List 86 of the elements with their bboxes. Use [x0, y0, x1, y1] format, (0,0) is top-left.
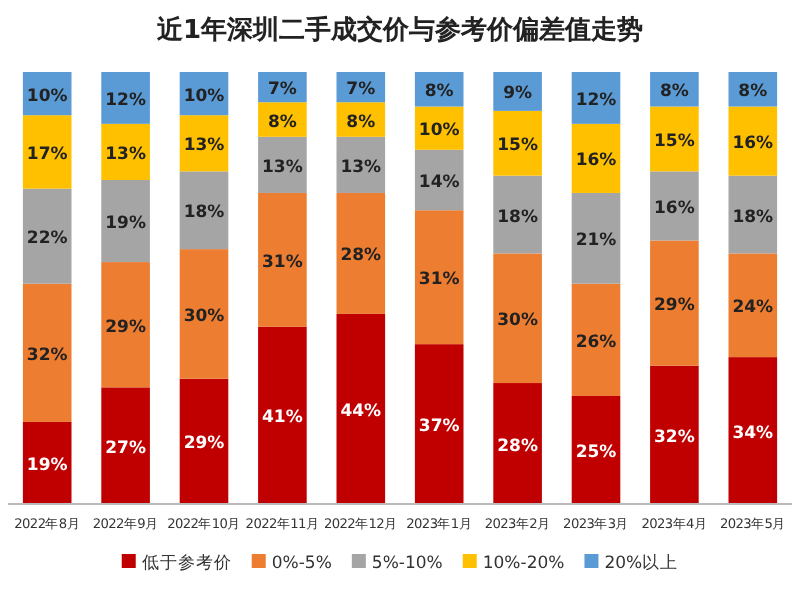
chart-title: 近1年深圳二手成交价与参考价偏差值走势: [154, 14, 644, 46]
data-label: 13%: [105, 144, 147, 165]
data-label: 37%: [418, 417, 461, 438]
bar: [493, 175, 542, 254]
bar: [571, 396, 621, 504]
data-label: 8%: [346, 112, 377, 133]
data-label: 12%: [575, 90, 618, 111]
bar: [493, 110, 542, 176]
data-label: 27%: [105, 438, 147, 459]
bar: [179, 378, 229, 504]
data-label: 13%: [183, 136, 226, 157]
data-label: 41%: [262, 408, 304, 429]
data-label: 21%: [575, 231, 618, 252]
data-label: 44%: [340, 401, 383, 422]
bar: [22, 115, 72, 189]
bar: [571, 192, 621, 284]
bar: [258, 326, 307, 504]
bar: [493, 253, 542, 384]
data-label: 10%: [418, 121, 461, 142]
data-label: 30%: [497, 311, 539, 332]
data-label: 28%: [497, 436, 539, 457]
bar: [22, 283, 72, 422]
data-label: 7%: [346, 80, 377, 101]
data-label: 15%: [497, 136, 539, 157]
bar: [22, 188, 72, 284]
bar: [728, 175, 778, 254]
data-label: 30%: [183, 306, 226, 327]
legend-label: 5%-10%: [371, 554, 443, 574]
bar: [179, 171, 229, 250]
legend-label: 10%-20%: [482, 554, 565, 574]
data-label: 16%: [732, 134, 775, 155]
data-label: 17%: [26, 144, 69, 165]
data-label: 32%: [26, 345, 69, 366]
bar: [728, 357, 778, 504]
data-label: 8%: [738, 82, 769, 103]
bar: [22, 421, 72, 504]
bar: [101, 387, 150, 504]
bar: [571, 283, 621, 396]
bar: [650, 240, 699, 366]
bar: [414, 210, 464, 345]
bar: [101, 262, 150, 388]
data-label: 29%: [105, 317, 147, 338]
data-label: 16%: [575, 151, 618, 172]
legend-label: 低于参考价: [141, 552, 232, 574]
bar: [336, 192, 386, 314]
data-label: 18%: [732, 207, 775, 228]
data-label: 15%: [654, 131, 696, 152]
data-label: 18%: [497, 207, 539, 228]
data-label: 22%: [26, 229, 69, 250]
data-label: 28%: [340, 246, 383, 267]
bar: [493, 383, 542, 504]
data-label: 7%: [267, 80, 298, 101]
data-label: 8%: [267, 112, 298, 133]
data-label: 16%: [654, 198, 696, 219]
legend-label: 20%以上: [604, 552, 679, 574]
bar: [179, 249, 229, 379]
bar: [650, 365, 699, 504]
data-label: 29%: [654, 296, 696, 317]
data-label: 25%: [575, 443, 618, 463]
data-label: 26%: [575, 332, 618, 353]
data-label: 32%: [654, 427, 696, 448]
data-label: 9%: [503, 84, 533, 105]
bar: [728, 106, 778, 176]
data-label: 19%: [105, 214, 147, 235]
data-label: 12%: [105, 90, 147, 111]
bar: [101, 180, 150, 263]
data-label: 34%: [732, 423, 775, 444]
data-label: 31%: [418, 270, 461, 291]
data-label: 13%: [262, 157, 304, 178]
legend-label: 0%-5%: [271, 554, 332, 574]
bar: [414, 344, 464, 504]
data-label: 8%: [424, 82, 455, 103]
bar: [258, 192, 307, 327]
data-label: 10%: [26, 86, 69, 107]
data-label: 31%: [262, 252, 304, 273]
bar: [728, 253, 778, 358]
data-label: 14%: [418, 173, 461, 193]
data-label: 24%: [732, 298, 775, 319]
data-label: 29%: [183, 434, 226, 455]
bar: [336, 313, 386, 504]
data-label: 19%: [26, 455, 69, 476]
data-label: 8%: [659, 82, 690, 103]
data-label: 10%: [183, 86, 226, 107]
data-label: 13%: [340, 157, 383, 178]
bar: [650, 171, 699, 241]
data-label: 18%: [183, 203, 226, 224]
